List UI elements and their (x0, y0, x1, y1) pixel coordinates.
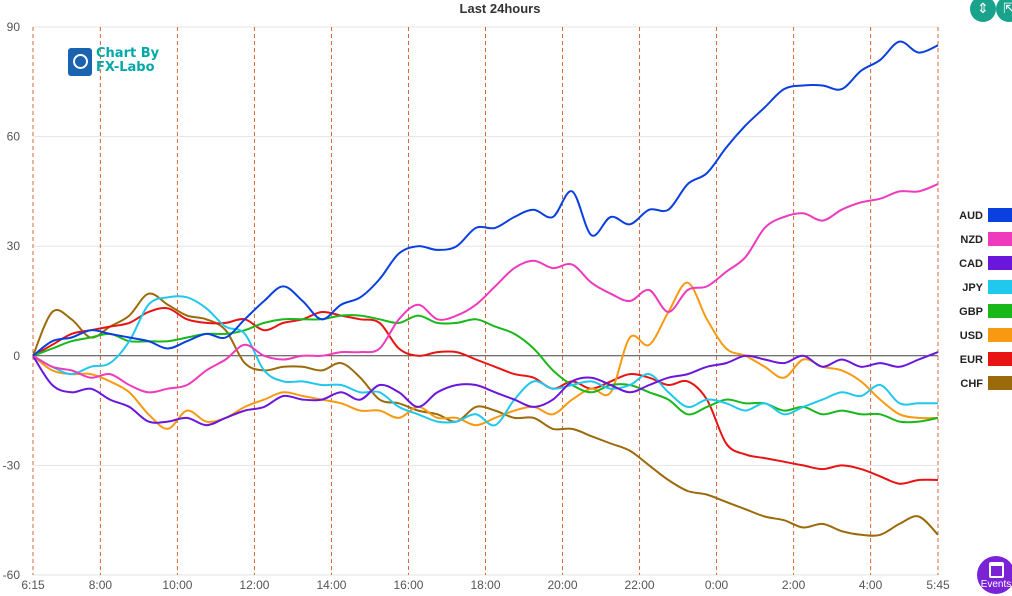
split-vertical-icon[interactable]: ⇕ (970, 0, 996, 22)
series-line-jpy (32, 295, 938, 427)
legend-swatch-nzd[interactable] (988, 232, 1012, 246)
x-tick-label: 5:45 (926, 578, 950, 592)
series-line-nzd (32, 183, 939, 394)
legend-swatch-aud[interactable] (988, 208, 1012, 222)
legend-swatch-cad[interactable] (988, 256, 1012, 270)
legend-label-usd: USD (960, 330, 983, 342)
legend-label-jpy: JPY (962, 282, 983, 294)
series-lines (32, 40, 939, 537)
x-tick-label: 20:00 (548, 578, 578, 592)
events-label: Events (980, 579, 1012, 590)
series-line-gbp (32, 314, 939, 424)
x-grid (32, 27, 939, 575)
series-line-eur (32, 307, 939, 485)
legend-swatch-chf[interactable] (988, 376, 1012, 390)
x-tick-label: 0:00 (705, 578, 729, 592)
x-tick-label: 6:15 (21, 578, 45, 592)
x-tick-label: 4:00 (859, 578, 883, 592)
y-tick-label: -60 (3, 568, 21, 582)
logo-line-2: FX-Labo (96, 60, 155, 75)
x-tick-label: 14:00 (316, 578, 346, 592)
legend-swatch-gbp[interactable] (988, 304, 1012, 318)
y-tick-label: 30 (7, 239, 21, 253)
x-axis: 6:15 8:00 10:00 12:00 14:00 16:00 18:00 20:00 22… (21, 578, 950, 592)
legend-swatch-jpy[interactable] (988, 280, 1012, 294)
y-axis: 90 60 30 0 -30 -60 (3, 20, 21, 582)
events-button[interactable]: Events (977, 556, 1012, 594)
legend-label-cad: CAD (959, 258, 983, 270)
magnifier-chart-icon (68, 48, 92, 76)
legend-label-gbp: GBP (959, 306, 983, 318)
x-tick-label: 10:00 (162, 578, 192, 592)
legend-label-chf: CHF (960, 378, 983, 390)
legend[interactable]: AUD NZD CAD JPY GBP USD EUR CHF (959, 208, 1012, 390)
y-tick-label: 60 (7, 130, 21, 144)
x-tick-label: 22:00 (625, 578, 655, 592)
y-tick-label: 0 (13, 349, 20, 363)
calendar-icon (988, 562, 1004, 578)
series-line-chf (32, 292, 939, 537)
series-line-usd (32, 281, 939, 430)
logo-line-1: Chart By (96, 46, 160, 61)
y-tick-label: -30 (3, 458, 21, 472)
legend-swatch-eur[interactable] (988, 352, 1012, 366)
series-line-cad (32, 351, 939, 427)
chart-title: Last 24hours (460, 1, 541, 16)
x-tick-label: 18:00 (470, 578, 500, 592)
legend-swatch-usd[interactable] (988, 328, 1012, 342)
legend-label-aud: AUD (959, 210, 983, 222)
x-tick-label: 16:00 (393, 578, 423, 592)
y-tick-label: 90 (7, 20, 21, 34)
series-line-aud (32, 40, 939, 357)
fx-labo-logo: Chart By FX-Labo (68, 47, 168, 79)
x-tick-label: 2:00 (782, 578, 806, 592)
logo-text: Chart By FX-Labo (96, 47, 159, 75)
x-tick-label: 12:00 (239, 578, 269, 592)
expand-icon[interactable]: ⇱ (996, 0, 1012, 22)
x-tick-label: 8:00 (89, 578, 113, 592)
legend-label-eur: EUR (960, 354, 983, 366)
legend-label-nzd: NZD (960, 234, 983, 246)
